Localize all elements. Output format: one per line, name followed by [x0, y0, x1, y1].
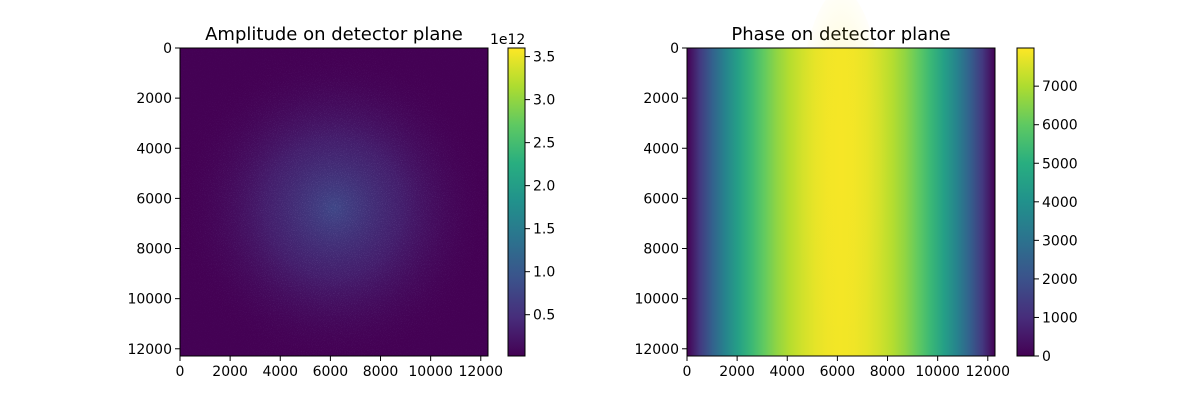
amplitude-y-tick-label-0: 0 [163, 41, 172, 57]
phase-y-tick-label-2: 4000 [643, 141, 679, 157]
amplitude-x-tick-label-4: 8000 [363, 364, 399, 380]
phase-x-tick-label-2: 4000 [769, 364, 805, 380]
amplitude-colorbar-tick-label-4: 2.5 [533, 136, 555, 152]
phase-image [687, 0, 995, 370]
amplitude-y-tick-label-6: 12000 [127, 342, 172, 358]
phase-x-tick-label-5: 10000 [915, 364, 960, 380]
phase-y-ticks: 0 2000 4000 6000 8000 10000 12000 [634, 41, 687, 358]
phase-x-tick-label-0: 0 [683, 364, 692, 380]
phase-y-tick-label-6: 12000 [634, 342, 679, 358]
phase-colorbar-gradient [1017, 48, 1034, 356]
amplitude-colorbar-offset-label: 1e12 [490, 32, 525, 48]
amplitude-x-tick-label-3: 6000 [313, 364, 349, 380]
amplitude-colorbar-tick-label-2: 1.5 [533, 222, 555, 238]
amplitude-y-ticks: 0 2000 4000 6000 8000 10000 12000 [127, 41, 180, 358]
amplitude-colorbar-tick-label-6: 3.5 [533, 50, 555, 66]
amplitude-speckle [180, 48, 488, 356]
amplitude-axes-frame [179, 47, 489, 357]
amplitude-y-tick-label-2: 4000 [136, 141, 172, 157]
amplitude-y-tick-label-5: 10000 [127, 292, 172, 308]
phase-colorbar: 0 1000 2000 3000 4000 5000 6000 7000 [1016, 47, 1078, 365]
amplitude-panel: Amplitude on detector plane 0 2000 4000 600… [127, 24, 555, 380]
phase-y-tick-label-0: 0 [670, 41, 679, 57]
phase-colorbar-tick-label-1: 1000 [1042, 310, 1078, 326]
phase-x-tick-label-1: 2000 [719, 364, 755, 380]
phase-colorbar-tick-label-5: 5000 [1042, 156, 1078, 172]
amplitude-x-tick-label-2: 4000 [262, 364, 298, 380]
phase-colorbar-tick-label-0: 0 [1042, 349, 1051, 365]
phase-y-tick-label-3: 6000 [643, 191, 679, 207]
amplitude-y-tick-label-4: 8000 [136, 242, 172, 258]
phase-colorbar-tick-label-7: 7000 [1042, 79, 1078, 95]
amplitude-colorbar-tick-label-3: 2.0 [533, 179, 555, 195]
phase-axes-frame [686, 47, 996, 357]
phase-central-bulge [793, 0, 889, 370]
phase-colorbar-ticks: 0 1000 2000 3000 4000 5000 6000 7000 [1034, 79, 1078, 365]
phase-x-tick-label-6: 12000 [966, 364, 1011, 380]
phase-x-tick-label-3: 6000 [820, 364, 856, 380]
phase-x-ticks: 0 2000 4000 6000 8000 10000 12000 [683, 356, 1011, 380]
amplitude-colorbar-frame [507, 47, 526, 357]
amplitude-x-tick-label-6: 12000 [459, 364, 504, 380]
amplitude-x-tick-label-5: 10000 [408, 364, 453, 380]
amplitude-colorbar-tick-label-0: 0.5 [533, 308, 555, 324]
phase-panel: Phase on detector plane 0 2000 4000 6000 800… [634, 0, 1078, 380]
amplitude-x-ticks: 0 2000 4000 6000 8000 10000 12000 [176, 356, 504, 380]
phase-y-tick-label-4: 8000 [643, 242, 679, 258]
phase-colorbar-tick-label-6: 6000 [1042, 118, 1078, 134]
phase-y-tick-label-5: 10000 [634, 292, 679, 308]
phase-colorbar-tick-label-3: 3000 [1042, 233, 1078, 249]
phase-colorbar-tick-label-2: 2000 [1042, 272, 1078, 288]
amplitude-y-tick-label-1: 2000 [136, 91, 172, 107]
amplitude-image [180, 48, 488, 356]
amplitude-x-tick-label-1: 2000 [212, 364, 248, 380]
amplitude-colorbar: 1e12 0.5 1.0 1.5 2.0 2.5 3.0 3.5 [490, 32, 555, 357]
amplitude-x-tick-label-0: 0 [176, 364, 185, 380]
amplitude-title: Amplitude on detector plane [205, 24, 463, 45]
phase-y-tick-label-1: 2000 [643, 91, 679, 107]
amplitude-colorbar-tick-label-5: 3.0 [533, 93, 555, 109]
phase-x-tick-label-4: 8000 [870, 364, 906, 380]
amplitude-colorbar-ticks: 0.5 1.0 1.5 2.0 2.5 3.0 3.5 [525, 50, 555, 324]
phase-colorbar-tick-label-4: 4000 [1042, 195, 1078, 211]
amplitude-y-tick-label-3: 6000 [136, 191, 172, 207]
amplitude-colorbar-tick-label-1: 1.0 [533, 265, 555, 281]
amplitude-colorbar-gradient [508, 48, 525, 356]
